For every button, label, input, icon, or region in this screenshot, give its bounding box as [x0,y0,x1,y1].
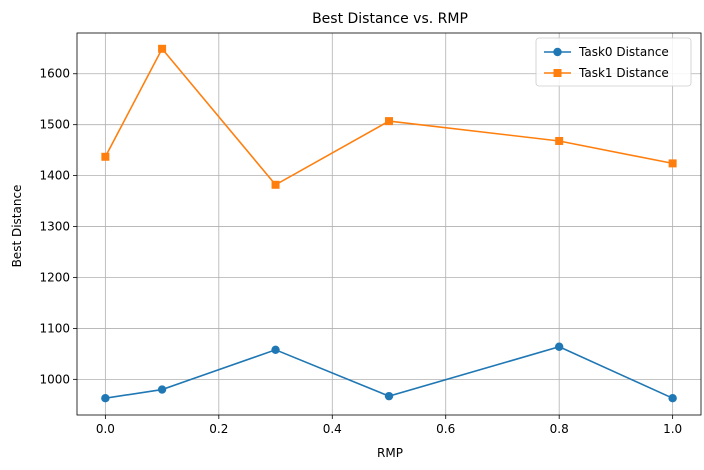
data-point [271,180,280,189]
x-axis-ticks: 0.0 0.2 0.4 0.6 0.8 1.0 [96,415,682,436]
x-axis-title: RMP [377,446,403,460]
chart-title: Best Distance vs. RMP [312,11,468,27]
legend-label: Task1 Distance [578,66,669,80]
series-line [104,47,673,186]
data-point [554,342,564,351]
data-point [668,393,677,403]
series-0 [101,342,677,403]
axes [76,32,702,416]
legend-swatch-marker [553,47,562,57]
data-point [555,136,564,145]
x-tick-label: 0.6 [436,422,455,436]
data-point [101,152,110,161]
x-tick-label: 0.4 [323,422,342,436]
y-tick-label: 1100 [39,321,70,335]
grid-lines [77,33,701,415]
series-line [105,345,673,399]
data-point [385,117,393,126]
y-tick-label: 1200 [39,270,70,284]
legend-swatch-marker [553,69,562,77]
y-tick-label: 1500 [39,118,70,132]
y-axis-ticks: 1000 1100 1200 1300 1400 1500 1600 [39,67,77,386]
x-tick-label: 1.0 [663,422,682,436]
legend-box [535,37,692,87]
data-point [157,385,167,394]
legend: Task0 Distance Task1 Distance [535,37,692,87]
legend-entry: Task1 Distance [544,66,669,80]
x-tick-label: 0.8 [550,422,569,436]
legend-label: Task0 Distance [578,45,669,59]
y-tick-label: 1400 [39,169,70,183]
series-layer [101,44,677,403]
y-tick-label: 1600 [39,67,70,81]
x-tick-label: 0.0 [96,422,115,436]
y-axis-title: Best Distance [10,185,24,268]
data-point [101,393,110,403]
y-tick-label: 1000 [39,372,70,386]
data-point [384,391,394,401]
data-point [668,159,677,168]
data-point [158,44,167,53]
y-tick-label: 1300 [39,220,70,234]
plot-frame [76,32,702,416]
data-point [271,345,280,355]
series-1 [101,44,677,189]
legend-entry: Task0 Distance [544,45,669,59]
x-tick-label: 0.2 [209,422,228,436]
